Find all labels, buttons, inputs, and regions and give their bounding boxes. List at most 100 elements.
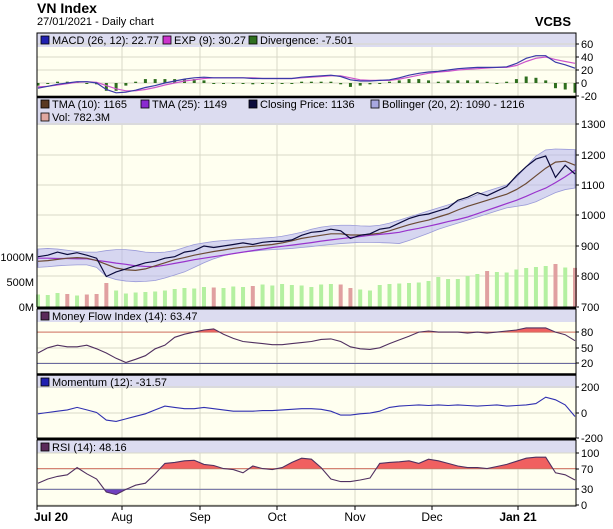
chart-title: VN Index xyxy=(37,0,97,16)
legend-label: Bollinger (20, 2): 1090 - 1216 xyxy=(382,99,524,111)
divergence-bar xyxy=(319,81,323,83)
volume-bar xyxy=(358,289,363,307)
divergence-bar xyxy=(222,83,226,84)
volume-bar xyxy=(543,266,548,307)
volume-bar xyxy=(397,283,402,307)
volume-bar xyxy=(475,274,480,307)
volume-bar xyxy=(153,291,158,307)
brand-label: VCBS xyxy=(534,14,571,29)
volume-bar xyxy=(328,284,333,307)
volume-bar xyxy=(75,295,80,307)
divergence-bar xyxy=(104,83,108,91)
legend-swatch xyxy=(40,442,50,452)
volume-bar xyxy=(504,272,509,307)
y-tick-label: 40 xyxy=(581,52,593,64)
volume-bar xyxy=(514,269,519,307)
divergence-bar xyxy=(358,83,362,86)
volume-bar xyxy=(114,290,119,307)
volume-bar xyxy=(485,271,490,307)
volume-bar xyxy=(65,294,70,307)
overbought-area xyxy=(75,457,553,469)
divergence-bar xyxy=(280,83,284,84)
macd-line xyxy=(37,55,576,94)
volume-bar xyxy=(299,285,304,307)
divergence-bar xyxy=(514,79,518,83)
volume-bar xyxy=(192,288,197,307)
divergence-bar xyxy=(309,81,313,83)
divergence-bar xyxy=(456,80,460,83)
divergence-bar xyxy=(153,79,157,83)
rsi-legend-band xyxy=(37,440,576,453)
divergence-bar xyxy=(553,83,557,89)
divergence-bar xyxy=(192,79,196,83)
volume-bar xyxy=(573,267,577,307)
y-tick-label: 1300 xyxy=(581,119,605,131)
divergence-bar xyxy=(436,81,440,83)
divergence-bar xyxy=(495,83,499,84)
divergence-bar xyxy=(348,83,352,87)
y-tick-label: 700 xyxy=(581,302,599,314)
legend-swatch xyxy=(140,99,150,109)
divergence-bar xyxy=(300,81,304,83)
divergence-bar xyxy=(36,83,40,86)
divergence-bar xyxy=(212,83,216,84)
volume-bar xyxy=(84,294,89,307)
volume-tick-label: 0M xyxy=(19,302,34,314)
x-tick-label: Jan 21 xyxy=(499,510,537,524)
legend-label: TMA (25): 1149 xyxy=(152,99,227,111)
y-tick-label: 60 xyxy=(581,39,593,51)
y-tick-label: 900 xyxy=(581,241,599,253)
rsi-line xyxy=(37,456,576,496)
volume-bar xyxy=(211,287,216,307)
chart-subtitle: 27/01/2021 - Daily chart xyxy=(37,16,154,28)
divergence-bar xyxy=(202,80,206,83)
volume-bar xyxy=(143,292,148,307)
divergence-bar xyxy=(339,83,343,85)
divergence-bar xyxy=(124,83,128,86)
x-tick-label: Jul 20 xyxy=(34,510,68,524)
divergence-bar xyxy=(466,80,470,83)
volume-bar xyxy=(309,287,314,307)
volume-bar xyxy=(289,285,294,307)
volume-bar xyxy=(221,288,226,307)
volume-bar xyxy=(377,285,382,307)
divergence-bar xyxy=(134,81,138,83)
divergence-bar xyxy=(524,76,528,83)
legend-label: EXP (9): 30.27 xyxy=(174,35,246,47)
divergence-bar xyxy=(563,83,567,90)
divergence-bar xyxy=(143,79,147,83)
divergence-bar xyxy=(114,83,118,91)
divergence-bar xyxy=(397,80,401,83)
x-tick-label: Oct xyxy=(268,510,287,524)
x-tick-label: Dec xyxy=(421,510,442,524)
divergence-bar xyxy=(163,79,167,83)
volume-bar xyxy=(123,293,128,307)
divergence-bar xyxy=(417,79,421,83)
price-legend-band xyxy=(37,97,576,125)
volume-bar xyxy=(494,272,499,307)
volume-bar xyxy=(45,295,50,307)
y-tick-label: 20 xyxy=(581,358,593,370)
divergence-bar xyxy=(368,83,372,85)
volume-bar xyxy=(94,294,99,307)
volume-bar xyxy=(172,289,177,307)
volume-bar xyxy=(182,288,187,307)
legend-label: Money Flow Index (14): 63.47 xyxy=(52,311,198,323)
volume-bar xyxy=(524,268,529,307)
divergence-bar xyxy=(534,77,538,83)
legend-swatch xyxy=(162,35,172,45)
x-tick-label: Nov xyxy=(344,510,365,524)
volume-bar xyxy=(338,284,343,307)
volume-bar xyxy=(241,287,246,307)
divergence-bar xyxy=(261,83,265,84)
divergence-bar xyxy=(251,83,255,85)
volume-tick-label: 500M xyxy=(6,277,34,289)
y-tick-label: 0 xyxy=(581,500,587,512)
y-tick-label: 100 xyxy=(581,448,599,460)
divergence-bar xyxy=(427,80,431,83)
volume-bar xyxy=(319,284,324,307)
volume-bar xyxy=(446,279,451,307)
divergence-bar xyxy=(85,83,89,84)
volume-bar xyxy=(416,282,421,307)
divergence-bar xyxy=(407,79,411,83)
